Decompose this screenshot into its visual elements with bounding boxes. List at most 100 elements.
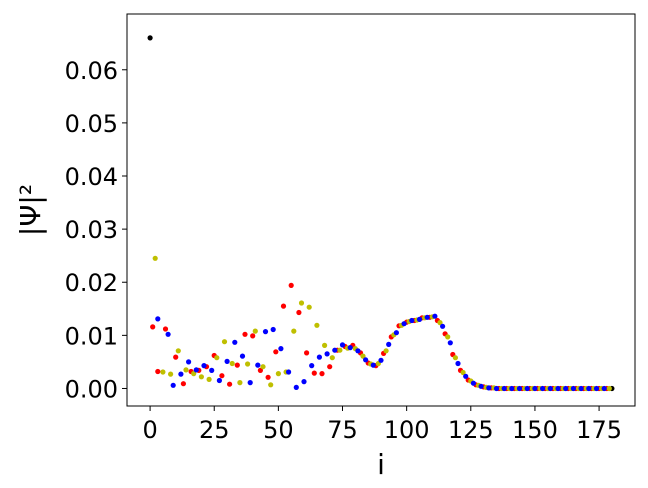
data-point (170, 382, 176, 388)
data-point (416, 316, 423, 322)
y-tick-label: 0.00 (65, 375, 118, 403)
data-point (501, 385, 507, 392)
data-point (332, 347, 338, 353)
y-tick-label: 0.02 (65, 269, 118, 297)
data-point (570, 385, 577, 392)
data-point (278, 346, 284, 352)
data-point (322, 342, 328, 348)
data-point (309, 363, 315, 369)
data-point (339, 342, 346, 348)
data-point (547, 385, 553, 392)
data-point (586, 385, 592, 392)
x-tick-label: 0 (142, 416, 157, 444)
data-point (165, 331, 171, 337)
data-point (150, 324, 156, 330)
data-point (555, 385, 561, 392)
data-point (201, 363, 207, 369)
data-point (216, 377, 222, 384)
data-point (293, 384, 299, 390)
data-point (209, 367, 215, 373)
data-point (306, 304, 312, 310)
data-point (268, 382, 274, 388)
data-point (478, 383, 484, 389)
data-point (378, 357, 384, 363)
data-point (245, 361, 251, 367)
data-point (437, 320, 443, 326)
data-point (386, 341, 392, 347)
data-point (286, 369, 292, 375)
data-point (152, 255, 158, 261)
data-point (319, 371, 325, 377)
data-point (239, 353, 246, 359)
data-points (147, 35, 615, 392)
y-tick-label: 0.01 (65, 322, 118, 350)
plot-frame (126, 13, 636, 407)
data-point (262, 329, 269, 335)
y-tick-label: 0.03 (65, 216, 118, 244)
data-point (234, 362, 240, 368)
y-tick-label: 0.04 (65, 163, 118, 191)
data-point (540, 385, 546, 392)
y-tick-label: 0.06 (65, 57, 118, 85)
data-point (155, 368, 161, 375)
data-point (147, 35, 153, 41)
data-point (183, 367, 189, 373)
data-point (275, 371, 281, 377)
data-point (316, 354, 322, 360)
data-point (440, 323, 446, 329)
data-point (227, 381, 233, 387)
data-point (304, 350, 310, 356)
data-point (593, 385, 600, 392)
data-point (424, 314, 430, 320)
data-point (288, 282, 294, 288)
data-point (470, 380, 476, 386)
data-point (247, 380, 253, 386)
data-point (214, 355, 220, 361)
data-point (516, 385, 523, 392)
data-point (296, 309, 302, 316)
data-point (206, 376, 212, 382)
data-point (432, 313, 438, 319)
x-axis-label: i (377, 448, 385, 481)
x-tick-label: 175 (576, 416, 622, 444)
data-point (221, 339, 228, 345)
data-point (273, 349, 279, 355)
data-point (250, 333, 256, 339)
data-point (168, 371, 174, 377)
y-axis-ticks: 0.00 0.01 0.02 0.03 0.04 0.05 0.06 (65, 57, 127, 403)
data-point (270, 326, 276, 333)
data-point (509, 385, 515, 392)
data-point (178, 371, 184, 377)
data-point (460, 369, 466, 376)
data-point (291, 328, 297, 334)
data-point (445, 334, 451, 340)
x-tick-label: 100 (384, 416, 430, 444)
data-point (298, 300, 305, 306)
data-point (393, 330, 399, 336)
data-point (265, 374, 271, 380)
data-point (311, 370, 317, 376)
data-point (355, 348, 361, 354)
data-point (327, 364, 333, 370)
data-point (175, 348, 181, 354)
data-point (191, 371, 197, 377)
data-point (186, 359, 192, 365)
data-point (329, 355, 335, 361)
data-point (219, 373, 225, 379)
x-tick-label: 150 (512, 416, 558, 444)
data-point (337, 347, 343, 353)
data-point (401, 321, 407, 327)
data-point (447, 340, 453, 346)
y-axis-label: |Ψ|² (14, 184, 47, 236)
data-point (606, 385, 612, 392)
data-point (155, 316, 161, 322)
x-tick-label: 50 (263, 416, 294, 444)
data-point (486, 385, 492, 391)
data-point (452, 355, 458, 361)
data-point (524, 385, 530, 392)
data-point (180, 381, 186, 387)
data-point (360, 353, 366, 359)
data-point (370, 362, 376, 368)
data-point (224, 358, 230, 364)
